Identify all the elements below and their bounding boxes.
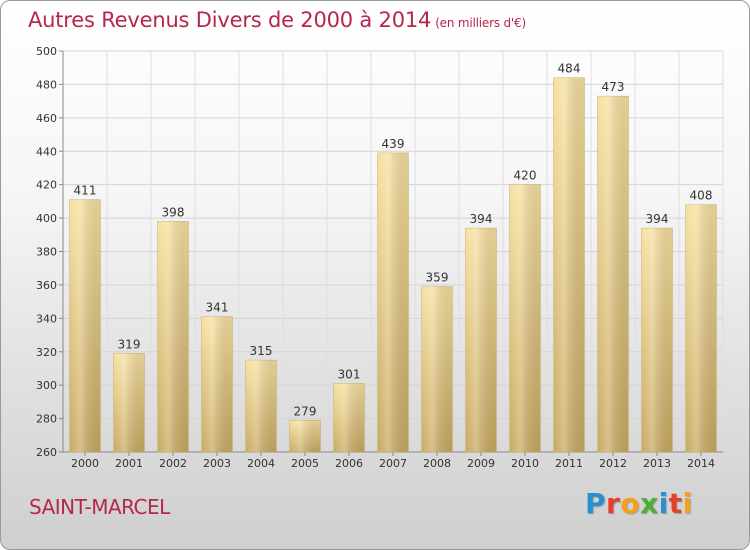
x-tick-label: 2004 <box>247 457 275 470</box>
bar-shade <box>113 353 145 452</box>
data-label: 315 <box>250 344 273 358</box>
bar-shade <box>157 221 189 452</box>
y-tick-label: 320 <box>36 346 57 359</box>
x-tick-label: 2000 <box>71 457 99 470</box>
bar-shade <box>377 152 409 452</box>
data-label: 301 <box>338 367 361 381</box>
brand-letter: t <box>668 487 683 520</box>
bar-shade <box>245 360 277 452</box>
title-unit: (en milliers d'€) <box>435 16 526 30</box>
y-tick-label: 480 <box>36 78 57 91</box>
x-tick-label: 2014 <box>687 457 715 470</box>
brand-letter: i <box>658 487 669 520</box>
bar-shade <box>421 286 453 452</box>
x-tick-label: 2011 <box>555 457 583 470</box>
y-tick-label: 500 <box>36 45 57 58</box>
y-tick-label: 460 <box>36 112 57 125</box>
x-tick-label: 2007 <box>379 457 407 470</box>
x-tick-label: 2012 <box>599 457 627 470</box>
data-label: 484 <box>558 62 581 76</box>
y-tick-label: 400 <box>36 212 57 225</box>
bar-shade <box>509 184 541 452</box>
brand-logo: Proxiti <box>585 487 693 520</box>
brand-letter: P <box>585 487 607 520</box>
data-label: 394 <box>470 212 493 226</box>
x-tick-label: 2001 <box>115 457 143 470</box>
x-tick-label: 2009 <box>467 457 495 470</box>
brand-letter: r <box>606 487 621 520</box>
bar-shade <box>553 77 585 452</box>
bars <box>69 77 717 453</box>
y-tick-label: 420 <box>36 179 57 192</box>
data-labels: 411 319 398 341 315 279 301 439 359 394 420 484 473 3… <box>74 62 713 419</box>
data-label: 411 <box>74 184 97 198</box>
y-tick-label: 300 <box>36 379 57 392</box>
x-tick-label: 2013 <box>643 457 671 470</box>
bar-shade <box>201 316 233 452</box>
data-label: 408 <box>690 189 713 203</box>
x-tick-label: 2008 <box>423 457 451 470</box>
data-label: 439 <box>382 137 405 151</box>
title-text: Autres Revenus Divers de 2000 à 2014 <box>28 8 432 32</box>
data-label: 473 <box>602 80 625 94</box>
y-tick-label: 440 <box>36 145 57 158</box>
x-tick-label: 2003 <box>203 457 231 470</box>
data-label: 398 <box>162 205 185 219</box>
y-tick-label: 340 <box>36 312 57 325</box>
data-label: 420 <box>514 169 537 183</box>
bar-shade <box>289 420 321 452</box>
y-tick-label: 380 <box>36 246 57 259</box>
bar-shade <box>69 199 101 452</box>
brand-letter: i <box>682 487 693 520</box>
bar-shade <box>685 204 717 452</box>
data-label: 279 <box>294 404 317 418</box>
bar-shade <box>465 228 497 452</box>
bar-shade <box>641 228 673 452</box>
data-label: 394 <box>646 212 669 226</box>
brand-letter: o <box>620 487 641 520</box>
brand-letter: x <box>640 487 659 520</box>
y-tick-label: 360 <box>36 279 57 292</box>
place-name: SAINT-MARCEL <box>29 495 170 519</box>
x-tick-label: 2005 <box>291 457 319 470</box>
data-label: 341 <box>206 301 229 315</box>
bar-shade <box>597 96 629 453</box>
bar-shade <box>333 383 365 452</box>
x-tick-label: 2002 <box>159 457 187 470</box>
y-tick-label: 260 <box>36 446 57 459</box>
data-label: 319 <box>118 337 141 351</box>
x-tick-label: 2006 <box>335 457 363 470</box>
data-label: 359 <box>426 271 449 285</box>
chart-title: Autres Revenus Divers de 2000 à 2014 (en … <box>28 8 526 32</box>
y-tick-label: 280 <box>36 413 57 426</box>
x-tick-label: 2010 <box>511 457 539 470</box>
